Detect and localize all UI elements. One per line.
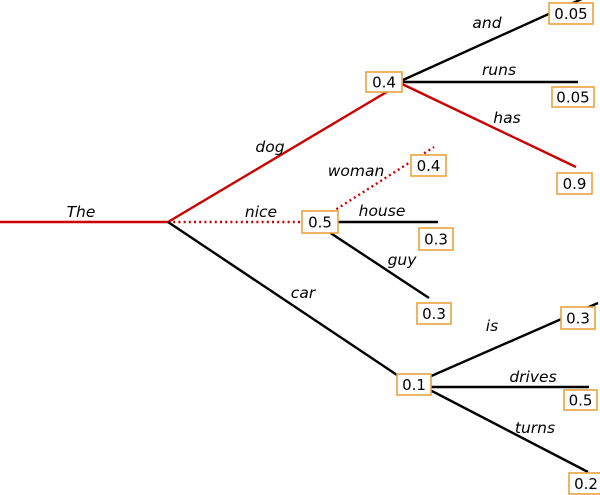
prob-box-rect (568, 472, 600, 495)
prob-value: 0.05 (554, 5, 587, 23)
edge-has (401, 82, 577, 169)
prob-box-rect (548, 2, 594, 25)
edge-dog (167, 88, 391, 224)
prob-box-guy: 0.3 (416, 302, 452, 325)
word-label-house: house (359, 202, 406, 220)
prob-box-rect (301, 210, 339, 234)
prob-box-rect (410, 154, 447, 177)
word-label-turns: turns (515, 419, 555, 437)
prob-box-rect (560, 306, 596, 330)
word-label-and: and (472, 14, 501, 32)
prob-box-nice: 0.5 (301, 210, 339, 234)
prob-box-runs: 0.05 (551, 86, 595, 108)
edge-guy (328, 230, 430, 300)
word-label-runs: runs (482, 61, 516, 79)
prob-box-rect (563, 389, 598, 411)
prob-value: 0.4 (417, 157, 441, 175)
prob-box-drives: 0.5 (563, 389, 598, 411)
prob-box-rect (416, 302, 452, 325)
prob-box-dog: 0.4 (365, 71, 403, 93)
word-label-woman: woman (328, 162, 385, 180)
prob-value: 0.9 (563, 175, 587, 193)
edge-turns (429, 388, 589, 474)
prob-value: 0.5 (569, 392, 593, 410)
prob-value: 0.5 (308, 214, 332, 232)
word-labels: The dog nice car and runs has woman hous… (67, 14, 557, 437)
word-label-has: has (493, 109, 520, 127)
prob-box-rect (551, 86, 595, 108)
prob-box-turns: 0.2 (568, 472, 600, 495)
word-label-car: car (291, 284, 317, 302)
word-label-drives: drives (509, 368, 556, 386)
prob-value: 0.4 (372, 74, 396, 92)
word-label-nice: nice (245, 203, 277, 221)
prob-box-and: 0.05 (548, 2, 594, 25)
prob-box-woman: 0.4 (410, 154, 447, 177)
prob-box-has: 0.9 (556, 172, 593, 195)
prob-box-rect (365, 71, 403, 93)
prob-box-rect (418, 227, 454, 251)
prob-value: 0.3 (422, 305, 446, 323)
prob-value: 0.2 (574, 475, 598, 493)
word-label-the: The (67, 203, 96, 221)
word-label-is: is (486, 317, 498, 335)
prob-box-rect (556, 172, 593, 195)
edge-car (167, 221, 401, 378)
prob-value: 0.05 (556, 89, 589, 107)
prob-box-is: 0.3 (560, 306, 596, 330)
prob-box-house: 0.3 (418, 227, 454, 251)
prob-box-rect (396, 373, 432, 396)
prob-value: 0.1 (402, 376, 426, 394)
word-label-guy: guy (388, 251, 418, 269)
word-label-dog: dog (255, 138, 284, 156)
probability-boxes: 0.4 0.05 0.05 0.9 0.5 0.4 0.3 0.3 (301, 2, 600, 495)
prob-value: 0.3 (566, 310, 590, 328)
prob-value: 0.3 (424, 231, 448, 249)
prob-box-car: 0.1 (396, 373, 432, 396)
